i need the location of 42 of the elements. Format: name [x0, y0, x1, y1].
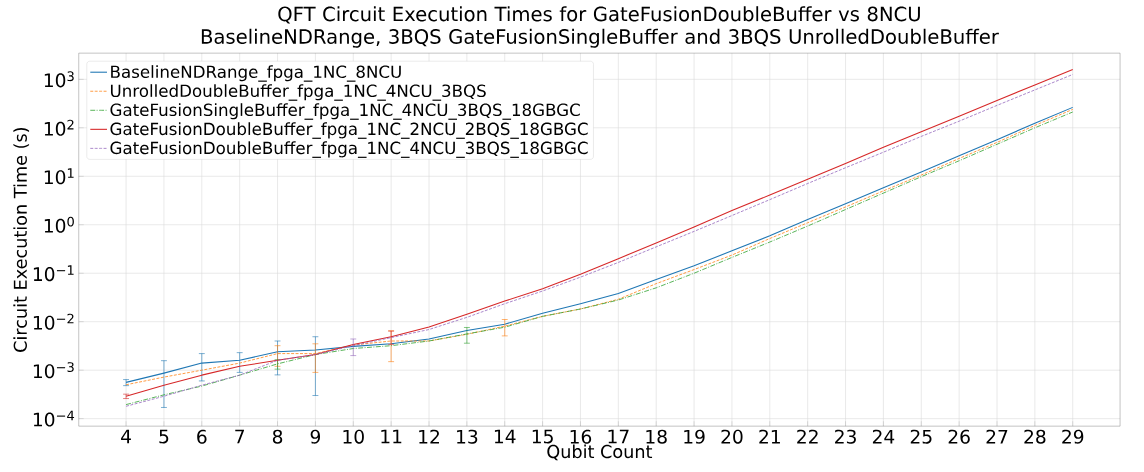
x-tick-label: 9 — [310, 429, 321, 444]
x-tick-label: 27 — [986, 429, 1008, 444]
legend-label: GateFusionSingleBuffer_fpga_1NC_4NCU_3BQS_18GBGC — [110, 103, 580, 120]
y-tick-label: 10$^{−2}$ — [33, 313, 74, 330]
y-tick-label: 10$^{−3}$ — [33, 361, 74, 379]
x-tick-label: 29 — [1062, 429, 1084, 444]
x-tick-label: 23 — [835, 429, 856, 444]
y-tick-label: 10$^{3}$ — [44, 71, 74, 88]
y-tick-label: 10$^{2}$ — [44, 119, 74, 136]
legend-label: BaselineNDRange_fpga_1NC_8NCU — [111, 64, 401, 82]
x-tick-label: 10 — [343, 429, 364, 444]
y-tick-label: 10$^{1}$ — [44, 168, 74, 185]
x-tick-label: 7 — [235, 429, 245, 444]
x-tick-label: 12 — [419, 429, 439, 444]
x-tick-label: 13 — [457, 429, 478, 444]
x-tick-label: 5 — [159, 429, 169, 444]
x-tick-label: 24 — [872, 429, 895, 444]
x-tick-label: 8 — [272, 429, 283, 444]
legend-label: GateFusionDoubleBuffer_fpga_1NC_2NCU_2BQS_18GBGC — [110, 122, 588, 139]
x-tick-label: 19 — [684, 429, 705, 444]
x-tick-label: 11 — [381, 429, 402, 444]
y-tick-label: 10$^{−4}$ — [33, 410, 75, 427]
x-tick-label: 22 — [797, 429, 818, 444]
x-axis-title: Qubit Count — [547, 444, 653, 461]
x-tick-label: 28 — [1024, 429, 1046, 444]
x-tick-label: 26 — [948, 429, 970, 444]
x-tick-label: 4 — [121, 429, 131, 444]
x-tick-label: 6 — [197, 429, 207, 444]
chart-title: QFT Circuit Execution Times for GateFusionDoubleBuffer vs 8NCU BaselineNDRange, 3BQS GateFusionSingleBuffer and 3BQS UnrolledDoubleBuffer — [201, 6, 999, 48]
x-tick-label: 25 — [910, 429, 932, 444]
y-tick-label: 10$^{0}$ — [44, 216, 74, 233]
x-tick-label: 15 — [532, 429, 553, 444]
legend-label: GateFusionDoubleBuffer_fpga_1NC_4NCU_3BQS_18GBGC — [110, 141, 588, 158]
x-tick-label: 21 — [759, 429, 780, 444]
y-tick-label: 10$^{−1}$ — [33, 265, 74, 281]
x-tick-label: 17 — [608, 429, 629, 444]
x-tick-label: 14 — [494, 429, 516, 444]
x-tick-label: 16 — [570, 429, 592, 444]
legend-label: UnrolledDoubleBuffer_fpga_1NC_4NCU_3BQS — [110, 83, 486, 101]
x-tick-label: 18 — [646, 429, 667, 444]
y-axis-title: Circuit Execution Time (s) — [13, 127, 30, 352]
x-tick-label: 20 — [721, 429, 743, 444]
